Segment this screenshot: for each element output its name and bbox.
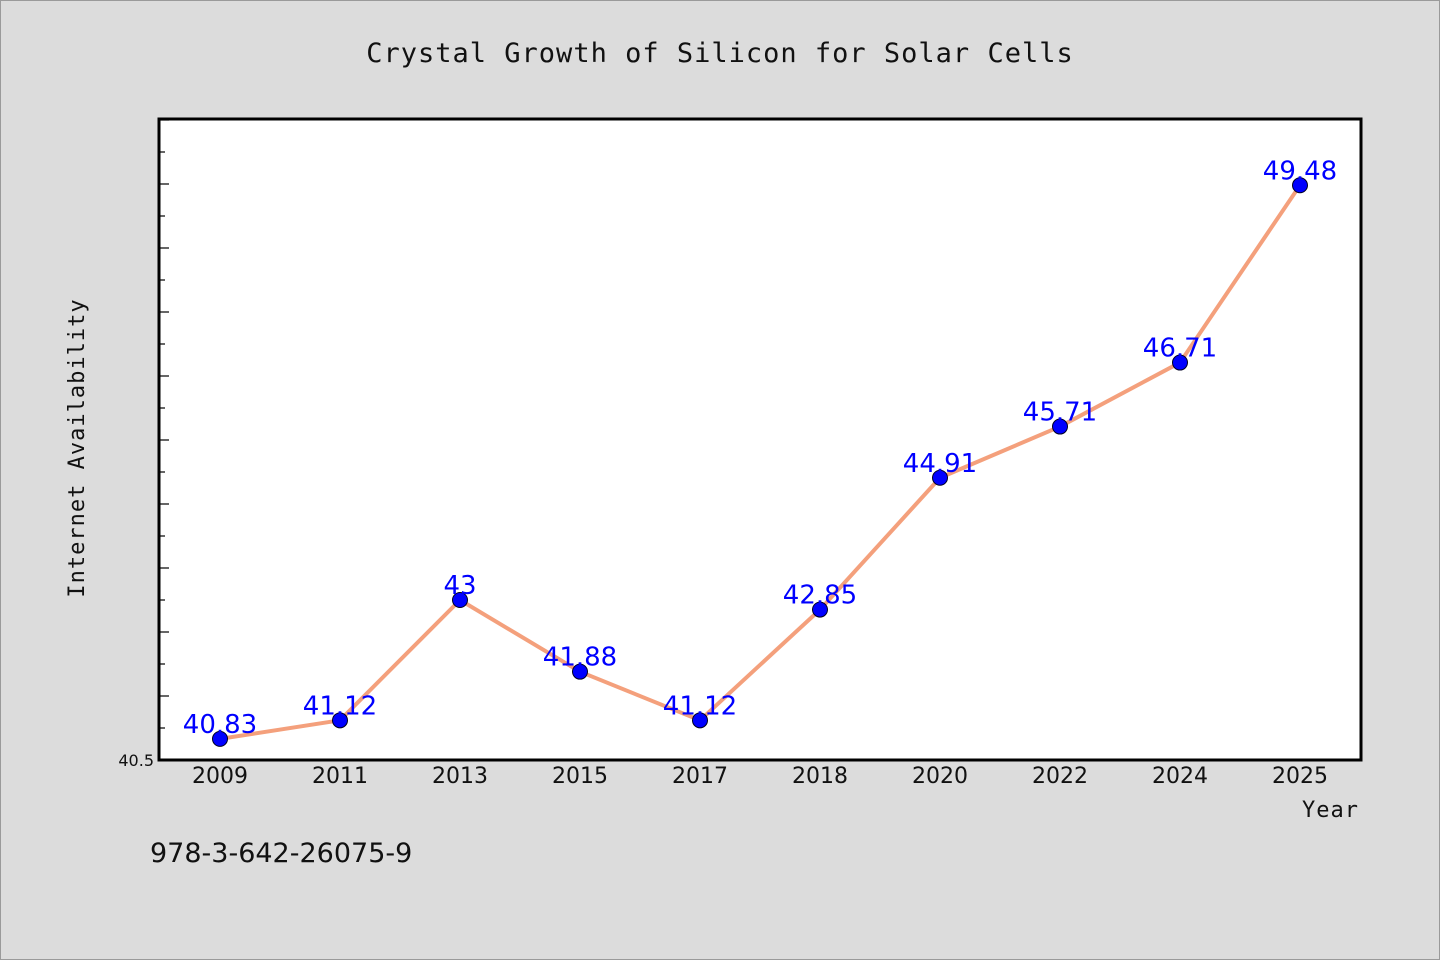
series-line [218,183,1302,741]
x-tick-label: 2013 [432,764,488,789]
data-label: 44.91 [903,449,977,479]
isbn-annotation: 978-3-642-26075-9 [150,838,412,869]
plot-area [157,117,1363,762]
series-points-group [212,177,1308,747]
data-label: 45.71 [1023,398,1097,428]
x-tick-label: 2015 [552,764,608,789]
x-tick-labels: 2009 2011 2013 2015 2017 2018 2020 2022 2024 2025 [192,764,1328,789]
data-label: 41.12 [303,691,377,721]
series-line-group [218,183,1302,741]
data-label: 43 [443,571,476,601]
y-axis-label: Internet Availability [65,298,90,597]
data-point [692,712,708,729]
data-point [1172,354,1188,371]
x-tick-label: 2025 [1272,764,1328,789]
y-tick-label: 40.5 [118,751,154,770]
data-point [212,730,228,747]
data-label: 42.85 [783,581,857,611]
data-point [332,712,348,729]
data-labels-group: 40.83 41.12 43 41.88 41.12 42.85 44.91 45.71 46.… [183,156,1337,740]
x-tick-label: 2009 [192,764,248,789]
x-axis-label: Year [1302,798,1359,823]
data-point [1052,418,1068,435]
data-point [452,592,468,608]
data-point [932,469,948,486]
x-tick-label: 2022 [1032,764,1088,789]
x-tick-label: 2011 [312,764,368,789]
data-label: 46.71 [1143,334,1217,364]
x-tick-label: 2024 [1152,764,1208,789]
data-point [1292,177,1308,194]
data-label: 49.48 [1263,156,1337,186]
data-point [812,601,828,618]
x-tick-label: 2017 [672,764,728,789]
y-axis-ticks: 40.5 [118,119,169,770]
data-point [572,663,588,680]
x-tick-label: 2020 [912,764,968,789]
data-label: 40.83 [183,710,257,740]
x-tick-label: 2018 [792,764,848,789]
data-label: 41.12 [663,691,737,721]
data-label: 41.88 [543,643,617,673]
chart-title: Crystal Growth of Silicon for Solar Cell… [366,38,1073,69]
